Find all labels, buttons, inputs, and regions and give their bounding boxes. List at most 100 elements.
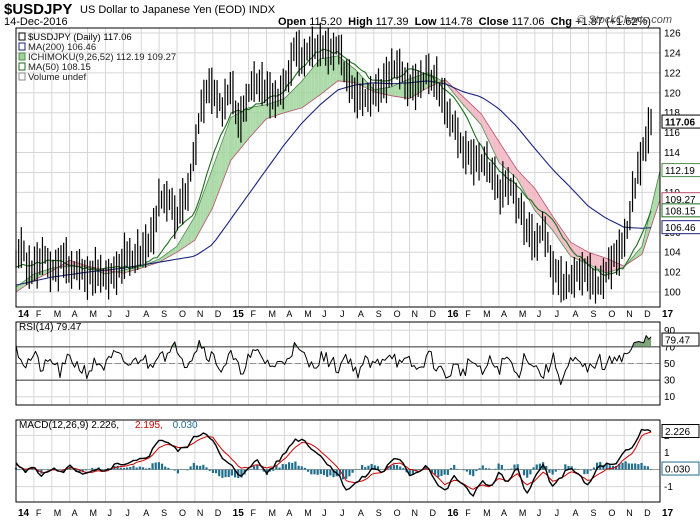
cloud-bullish-segment — [395, 84, 397, 97]
cloud-bearish-segment — [504, 150, 507, 169]
price-y-tick: 100 — [664, 288, 681, 299]
cloud-bearish-segment — [509, 158, 512, 174]
macd-histogram-label: 0.030 — [665, 465, 690, 476]
cloud-bearish-segment — [565, 234, 567, 251]
x-month-label-lower: M — [483, 508, 491, 518]
cloud-bullish-segment — [654, 185, 657, 216]
price-y-tick: 102 — [664, 268, 681, 279]
cloud-bullish-segment — [656, 178, 659, 211]
cloud-bearish-segment — [466, 100, 469, 111]
ma200-line — [15, 80, 652, 286]
cloud-bullish-segment — [304, 76, 306, 107]
rsi-overbought-fill — [631, 342, 634, 347]
x-month-label-upper: M — [268, 309, 276, 319]
rsi-overbought-fill — [634, 342, 637, 347]
cloud-bullish-segment — [173, 247, 176, 255]
x-month-label-upper: A — [358, 309, 364, 319]
macd-panel-frame — [15, 419, 661, 503]
cloud-bullish-segment — [363, 77, 365, 88]
x-month-label-lower: D — [644, 508, 651, 518]
price-icon — [18, 32, 26, 41]
cloud-bullish-segment — [321, 58, 324, 94]
rsi-y-tick: 90 — [664, 326, 676, 337]
cloud-bearish-segment — [540, 196, 542, 219]
cloud-bullish-segment — [17, 284, 20, 291]
x-month-label-lower: S — [161, 508, 167, 518]
x-month-label-lower: M — [268, 508, 276, 518]
cloud-bearish-segment — [465, 98, 467, 109]
cloud-bullish-segment — [230, 116, 233, 161]
cloud-bullish-segment — [205, 182, 208, 221]
cloud-bullish-segment — [334, 56, 337, 84]
cloud-bearish-segment — [493, 133, 496, 155]
x-month-label-lower: F — [251, 508, 257, 518]
x-month-label-upper: D — [215, 309, 222, 319]
cloud-bullish-segment — [216, 152, 219, 198]
cloud-bearish-segment — [497, 138, 499, 163]
x-month-label-lower: J — [340, 508, 345, 518]
cloud-bullish-segment — [325, 57, 328, 91]
cloud-bullish-segment — [264, 104, 267, 121]
cloud-bullish-segment — [391, 86, 394, 97]
cloud-bullish-segment — [221, 137, 224, 184]
cloud-bullish-segment — [309, 69, 312, 103]
x-month-label-lower: M — [519, 508, 527, 518]
x-month-label-upper: S — [161, 309, 167, 319]
x-month-label-lower: 17 — [662, 508, 674, 519]
x-month-label-lower: A — [72, 508, 78, 518]
ichimoku-span-b-label: 109.27 — [665, 195, 696, 206]
cloud-bullish-segment — [182, 234, 185, 249]
x-month-label-lower: 14 — [18, 508, 30, 519]
price-last-label: 117.06 — [665, 118, 695, 129]
macd-line — [15, 428, 652, 497]
cloud-bullish-segment — [236, 113, 238, 154]
cloud-bullish-segment — [248, 107, 251, 139]
cloud-bullish-segment — [642, 238, 644, 255]
open-label: Open — [278, 16, 307, 28]
rsi-overbought-fill — [638, 341, 642, 347]
cloud-bullish-segment — [191, 219, 194, 243]
cloud-bullish-segment — [291, 89, 294, 111]
x-month-label-upper: M — [483, 309, 491, 319]
cloud-bullish-segment — [336, 55, 338, 83]
cloud-bearish-segment — [533, 186, 535, 211]
rsi-y-tick: 70 — [664, 342, 676, 353]
cloud-bullish-segment — [407, 78, 410, 99]
x-month-label-upper: D — [429, 309, 436, 319]
x-month-label-upper: J — [555, 309, 560, 319]
cloud-bearish-segment — [482, 116, 485, 133]
cloud-bearish-segment — [472, 105, 474, 117]
low-label: Low — [414, 16, 437, 28]
macd-signal-line — [15, 431, 652, 490]
ichimoku-span-a-line — [15, 55, 661, 288]
symbol-description: US Dollar to Japanese Yen (EOD) INDX — [80, 4, 276, 16]
x-month-label-upper: F — [36, 309, 42, 319]
cloud-bullish-segment — [388, 87, 390, 96]
cloud-bullish-segment — [255, 106, 258, 131]
x-month-label-upper: O — [179, 309, 186, 319]
rsi-y-tick: 10 — [664, 392, 676, 403]
cloud-bearish-segment — [477, 110, 480, 123]
macd-y-tick: 1 — [664, 448, 670, 459]
ichimoku-span-b-line — [15, 79, 661, 293]
cloud-bullish-segment — [180, 237, 183, 250]
x-month-label-upper: O — [394, 309, 401, 319]
chart-date: 14-Dec-2016 — [4, 16, 68, 28]
cloud-bullish-segment — [126, 268, 129, 273]
x-month-label-lower: J — [107, 508, 112, 518]
ichimoku-icon — [18, 52, 26, 61]
x-month-label-upper: J — [340, 309, 345, 319]
credit-watermark: © StockCharts.com — [577, 14, 672, 26]
x-month-label-lower: J — [125, 508, 130, 518]
x-month-label-upper: A — [72, 309, 78, 319]
rsi-title: RSI(14) 79.47 — [19, 322, 82, 333]
cloud-bearish-segment — [545, 205, 548, 225]
cloud-bullish-segment — [389, 86, 392, 96]
cloud-bullish-segment — [234, 114, 236, 157]
cloud-bullish-segment — [352, 67, 355, 83]
cloud-bullish-segment — [196, 206, 199, 237]
ichimoku-span-a-label-box — [661, 163, 700, 178]
x-month-label-lower: M — [90, 508, 98, 518]
rsi-overbought-fill — [636, 341, 639, 347]
cloud-bearish-segment — [606, 258, 609, 274]
